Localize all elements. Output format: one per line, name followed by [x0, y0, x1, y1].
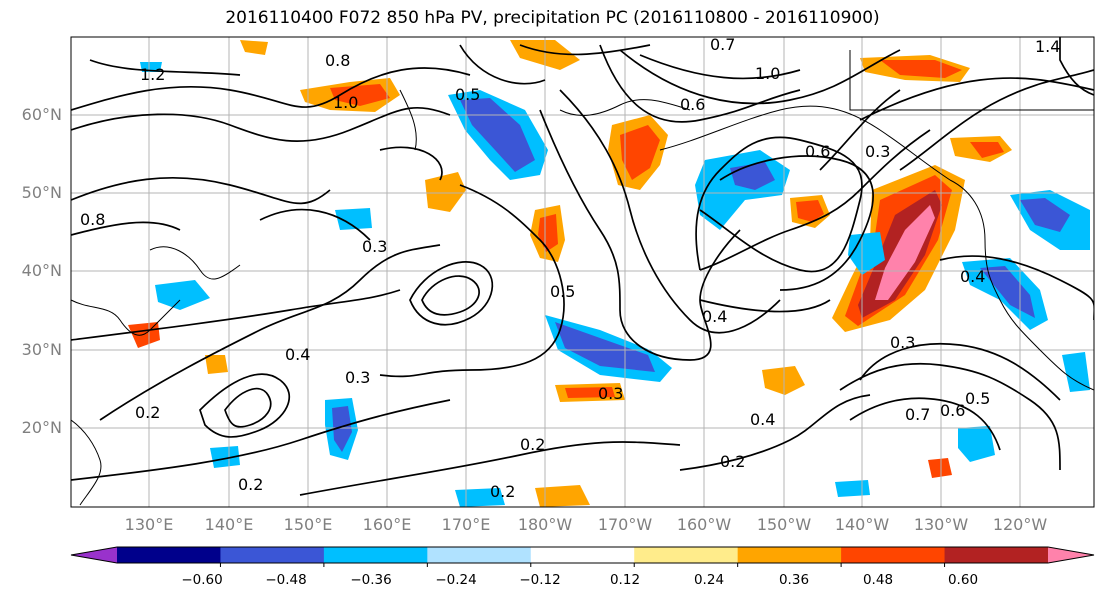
latitude-label: 20°N: [21, 418, 62, 437]
colorbar-extend-max: [1048, 547, 1094, 563]
precip-negative-blob: [980, 266, 1035, 318]
colorbar-tick-label: −0.48: [265, 572, 307, 588]
precip-positive-blob: [875, 205, 935, 300]
contour-label: 1.0: [755, 64, 780, 83]
contour-label: 0.2: [135, 403, 160, 422]
longitude-label: 130°W: [913, 515, 969, 534]
contour-label: 0.5: [455, 85, 480, 104]
contour-label: 0.3: [890, 333, 915, 352]
precip-negative-blob: [555, 322, 655, 372]
colorbar-tick-label: −0.36: [350, 572, 392, 588]
contour-label: 0.8: [325, 51, 350, 70]
contour-label: 0.4: [750, 410, 775, 429]
precip-positive-blob: [796, 200, 824, 222]
contour-label: 0.3: [865, 142, 890, 161]
map-title: 2016110400 F072 850 hPa PV, precipitatio…: [225, 8, 880, 28]
longitude-label: 150°W: [756, 515, 812, 534]
longitude-label: 160°E: [362, 515, 412, 534]
latitude-label: 40°N: [21, 261, 62, 280]
precip-negative-blob: [210, 446, 240, 468]
contour-label: 0.4: [702, 307, 727, 326]
colorbar-segment: [737, 547, 842, 563]
colorbar-segment: [220, 547, 325, 563]
contour-label: 1.2: [140, 65, 165, 84]
colorbar-tick-label: −0.60: [181, 572, 223, 588]
precip-positive-blob: [425, 172, 466, 212]
colorbar-segment: [323, 547, 428, 563]
precip-negative-blob: [958, 426, 995, 462]
colorbar-segment: [427, 547, 532, 563]
colorbar: [70, 546, 1095, 567]
colorbar-segment: [634, 547, 739, 563]
precip-positive-blob: [330, 84, 390, 106]
longitude-label: 130°E: [124, 515, 174, 534]
precip-negative-blob: [1062, 352, 1090, 392]
longitude-label: 180°W: [517, 515, 573, 534]
precip-positive-blob: [970, 142, 1004, 158]
precip-negative-blob: [848, 232, 885, 275]
precip-positive-blob: [620, 125, 660, 180]
contour-label: 0.6: [805, 142, 830, 161]
precip-negative-blob: [460, 98, 535, 172]
colorbar-segment: [117, 547, 221, 563]
contour-label: 0.8: [80, 210, 105, 229]
colorbar-segment: [530, 547, 635, 563]
precip-negative-blob: [835, 480, 870, 497]
coastlines: [71, 50, 1094, 506]
longitude-label: 140°W: [834, 515, 890, 534]
colorbar-tick-label: −0.12: [519, 572, 561, 588]
latitude-label: 60°N: [21, 105, 62, 124]
longitude-label: 170°E: [441, 515, 491, 534]
longitude-label: 120°W: [992, 515, 1048, 534]
contour-label: 0.5: [965, 389, 990, 408]
precip-negative-blob: [1020, 198, 1070, 232]
colorbar-tick-label: 0.12: [609, 572, 641, 588]
colorbar-outline: [70, 546, 1095, 564]
precip-negative-blob: [335, 208, 372, 230]
map-area: 1.2 0.8 1.0 0.7 0.5 0.3 0.6 0.5 0.3 0.2 …: [71, 35, 1094, 507]
contour-label: 0.7: [710, 35, 735, 54]
contour-label: 0.2: [720, 452, 745, 471]
contour-label: 0.6: [940, 401, 965, 420]
contour-label: 0.3: [345, 368, 370, 387]
precip-positive-blob: [205, 355, 228, 374]
contour-label: 0.2: [238, 475, 263, 494]
longitude-label: 160°W: [676, 515, 732, 534]
colorbar-tick-label: −0.24: [435, 572, 477, 588]
longitude-label: 140°E: [204, 515, 254, 534]
precip-negative-blob: [155, 280, 210, 310]
colorbar-tick-label: 0.60: [947, 572, 979, 588]
contour-labels: 1.2 0.8 1.0 0.7 0.5 0.3 0.6 0.5 0.3 0.2 …: [80, 35, 1060, 501]
contour-label: 0.6: [680, 95, 705, 114]
precip-negative-blob: [332, 406, 352, 452]
map-frame: [70, 36, 1095, 508]
precip-negative-blob: [455, 488, 505, 507]
contour-label: 0.3: [362, 237, 387, 256]
contour-label: 0.2: [520, 435, 545, 454]
longitude-label: 150°E: [283, 515, 333, 534]
colorbar-extend-min: [71, 547, 117, 563]
precip-positive-blob: [565, 387, 615, 398]
precipitation-shading: [128, 40, 1090, 507]
contour-label: 0.5: [550, 282, 575, 301]
contour-label: 0.3: [598, 384, 623, 403]
contour-label: 1.0: [333, 93, 358, 112]
latitude-label: 50°N: [21, 183, 62, 202]
colorbar-tick-label: 0.24: [693, 572, 725, 588]
contour-label: 0.4: [285, 345, 310, 364]
colorbar-segment: [944, 547, 1049, 563]
contour-label: 0.7: [905, 405, 930, 424]
colorbar-tick-label: 0.36: [778, 572, 810, 588]
latitude-label: 30°N: [21, 340, 62, 359]
precip-positive-blob: [928, 458, 952, 478]
colorbar-segment: [841, 547, 946, 563]
precip-positive-blob: [535, 485, 590, 507]
precip-positive-blob: [240, 40, 268, 55]
contour-label: 0.2: [490, 482, 515, 501]
contour-label: 1.4: [1035, 37, 1060, 56]
longitude-label: 170°W: [597, 515, 653, 534]
colorbar-tick-label: 0.48: [862, 572, 894, 588]
contour-label: 0.4: [960, 267, 985, 286]
